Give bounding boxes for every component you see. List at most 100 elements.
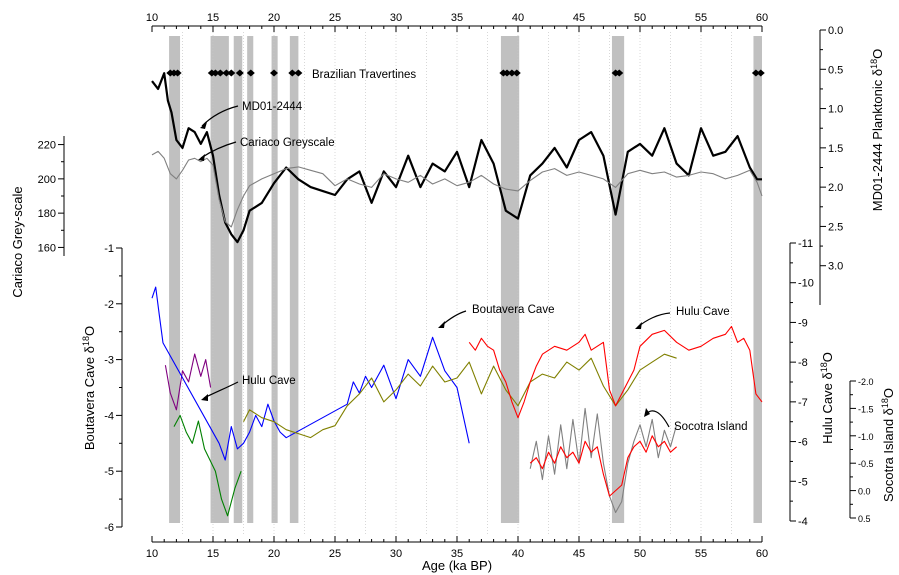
x-tick-label-bottom: 50: [634, 548, 646, 560]
cariaco-tick-label: 160: [38, 242, 56, 254]
x-tick-label-top: 30: [390, 12, 402, 24]
travertine-markers: [166, 69, 765, 77]
series-line-boutavera-cave-3: [151, 286, 470, 461]
annotation-socotra-arrowhead: [644, 408, 650, 417]
shaded-interval: [753, 36, 762, 523]
x-tick-label-top: 20: [268, 12, 280, 24]
md01-tick-label: 3.0: [828, 261, 843, 273]
x-axis-title: Age (ka BP): [422, 558, 492, 573]
annotation-hulu-right-arrow: [637, 312, 671, 328]
x-tick-label-top: 45: [573, 12, 585, 24]
socotra-tick-label: -1.0: [858, 432, 874, 442]
travertine-marker: [294, 69, 303, 77]
x-tick-label-bottom: 30: [390, 548, 402, 560]
boutavera-axis-title: Boutavera Cave δ18O: [81, 326, 97, 450]
shaded-interval: [500, 36, 520, 523]
hulu-tick-label: -7: [798, 397, 808, 409]
md01-tick-label: 2.5: [828, 221, 843, 233]
annotation-cariaco-arrowhead: [198, 154, 205, 161]
hulu-tick-label: -11: [798, 238, 813, 250]
annotation-socotra: Socotra Island: [644, 408, 748, 433]
annotation-md01-arrowhead: [200, 122, 207, 129]
x-tick-label-bottom: 25: [329, 548, 341, 560]
hulu-tick-label: -9: [798, 317, 808, 329]
travertines-label: Brazilian Travertines: [312, 69, 416, 81]
travertine-marker: [216, 69, 225, 77]
boutavera-tick-label: -3: [104, 355, 114, 367]
x-tick-label-top: 25: [329, 12, 341, 24]
cariaco-axis-title: Cariaco Grey-scale: [10, 186, 25, 297]
cariaco-tick-label: 200: [38, 174, 56, 186]
series-line-boutavera-cave-2: [164, 353, 212, 411]
annotation-hulu-right-label: Hulu Cave: [676, 306, 730, 318]
x-tick-label-top: 10: [146, 12, 158, 24]
shaded-interval: [233, 36, 243, 523]
travertine-marker: [751, 69, 760, 77]
annotation-cariaco: Cariaco Greyscale: [198, 137, 335, 161]
x-tick-label-bottom: 40: [512, 548, 524, 560]
md01-tick-label: 0.5: [828, 64, 843, 76]
series-line-hulu-cave-5: [243, 353, 677, 439]
x-tick-label-top: 15: [207, 12, 219, 24]
annotation-boutavera-label: Boutavera Cave: [472, 304, 554, 316]
x-tick-label-top: 55: [695, 12, 707, 24]
cariaco-tick-label: 220: [38, 140, 56, 152]
boutavera-tick-label: -1: [104, 243, 114, 255]
socotra-axis: -2.0 -1.5 -1.0 -0.5 0.0 0.5: [849, 377, 874, 524]
series-line-md01-2444-0: [151, 72, 762, 244]
boutavera-axis: -1 -2 -3 -4 -5 -6: [104, 243, 123, 534]
x-tick-label-bottom: 20: [268, 548, 280, 560]
x-tick-label-top: 60: [756, 12, 768, 24]
x-tick-label-bottom: 60: [756, 548, 768, 560]
travertine-marker: [512, 69, 521, 77]
hulu-tick-label: -4: [798, 516, 808, 528]
shaded-interval: [611, 36, 625, 523]
x-tick-label-bottom: 15: [207, 548, 219, 560]
annotation-hulu-left: Hulu Cave: [201, 375, 296, 401]
md01-axis: 0.0 0.5 1.0 1.5 2.0 2.5 3.0: [819, 25, 843, 305]
series-line-boutavera-cave-4: [173, 414, 242, 517]
boutavera-tick-label: -5: [104, 466, 114, 478]
boutavera-tick-label: -6: [104, 522, 114, 534]
hulu-tick-label: -6: [798, 437, 808, 449]
annotation-md01: MD01-2444: [200, 101, 303, 129]
hulu-tick-label: -10: [798, 278, 814, 290]
shaded-interval: [169, 36, 181, 523]
shaded-interval: [271, 36, 278, 523]
socotra-tick-label: -2.0: [858, 377, 874, 387]
series-line-cariaco-greyscale-1: [151, 150, 763, 228]
annotation-hulu-left-label: Hulu Cave: [242, 375, 296, 387]
annotation-hulu-right: Hulu Cave: [635, 306, 730, 329]
md01-tick-label: 2.0: [828, 182, 843, 194]
x-tick-label-bottom: 45: [573, 548, 585, 560]
series-line-socotra-island-7: [529, 407, 678, 514]
socotra-tick-label: -1.5: [858, 404, 874, 414]
hulu-axis: -11 -10 -9 -8 -7 -6 -5 -4: [789, 238, 814, 528]
annotation-boutavera-arrowhead: [438, 321, 445, 328]
series-line-hulu-cave-6: [468, 325, 763, 419]
annotation-md01-arrow: [201, 105, 239, 127]
cariaco-tick-label: 180: [38, 208, 56, 220]
md01-tick-label: 1.5: [828, 143, 843, 155]
boutavera-tick-label: -2: [104, 299, 114, 311]
boutavera-tick-label: -4: [104, 410, 114, 422]
annotation-hulu-left-arrowhead: [201, 394, 208, 401]
shaded-intervals: [169, 36, 762, 523]
socotra-tick-label: -0.5: [858, 459, 874, 469]
travertine-marker: [270, 69, 278, 77]
cariaco-axis: 160 180 200 220: [38, 136, 65, 256]
travertine-marker: [222, 69, 231, 77]
travertine-marker: [756, 69, 765, 77]
travertine-marker: [507, 69, 516, 77]
socotra-tick-label: 0.0: [858, 487, 871, 497]
series-layer: [151, 72, 763, 517]
socotra-tick-label: 0.5: [858, 514, 871, 524]
x-tick-label-bottom: 10: [146, 548, 158, 560]
hulu-tick-label: -5: [798, 476, 808, 488]
travertine-marker: [227, 69, 236, 77]
x-tick-label-top: 40: [512, 12, 524, 24]
travertine-marker: [503, 69, 512, 77]
annotation-hulu-right-arrowhead: [635, 322, 642, 329]
travertine-marker: [235, 69, 244, 77]
md01-tick-label: 0.0: [828, 25, 843, 37]
